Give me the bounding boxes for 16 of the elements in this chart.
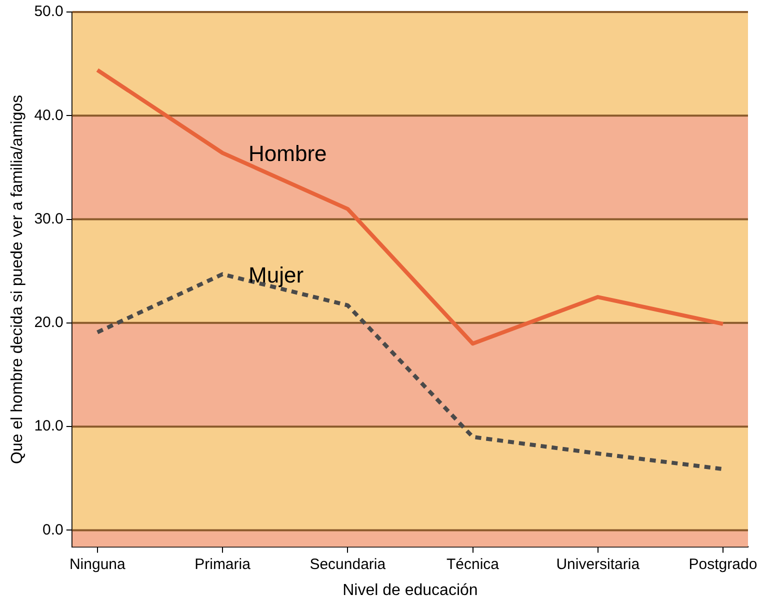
y-tick-label: 20.0	[34, 314, 64, 332]
x-tick-label: Universitaria	[556, 556, 640, 573]
series-label: Mujer	[248, 262, 304, 288]
y-tick-label: 30.0	[34, 210, 64, 228]
y-tick-label: 0.0	[42, 521, 64, 538]
y-tick-label: 50.0	[34, 3, 64, 20]
x-tick-label: Técnica	[446, 556, 500, 573]
x-tick-label: Primaria	[194, 556, 252, 573]
series-label: Hombre	[248, 141, 327, 166]
x-tick-label: Postgrado	[688, 556, 758, 573]
y-axis-title: Que el hombre decida si puede ver a familia/amigos	[9, 94, 26, 464]
x-axis-title: Nivel de educación	[342, 582, 478, 599]
y-tick-label: 40.0	[34, 106, 64, 124]
y-tick-label: 10.0	[34, 418, 64, 435]
x-tick-label: Ninguna	[69, 556, 126, 573]
x-tick-label: Secundaria	[310, 556, 386, 573]
